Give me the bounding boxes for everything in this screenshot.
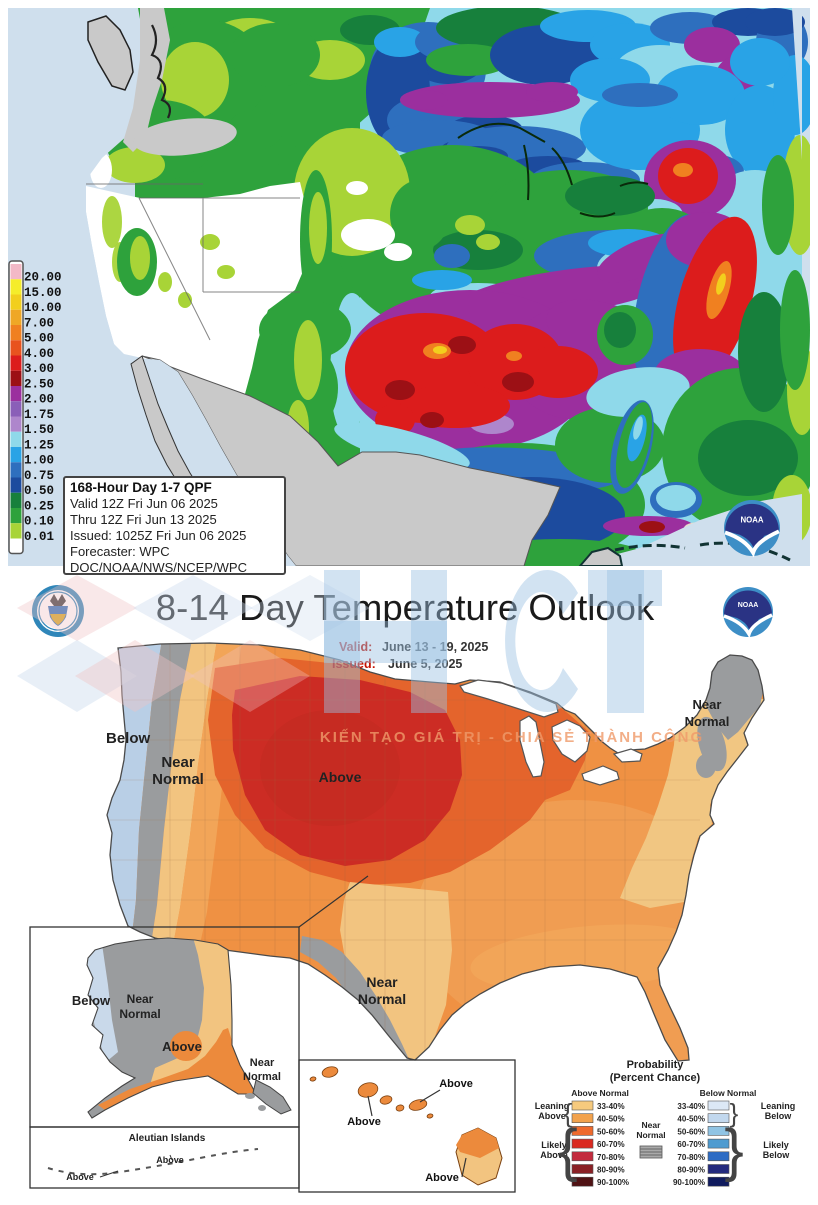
svg-text:5.00: 5.00 bbox=[24, 332, 54, 346]
svg-text:0.50: 0.50 bbox=[24, 484, 54, 498]
svg-text:Near: Near bbox=[366, 974, 398, 990]
svg-text:50-60%: 50-60% bbox=[677, 1127, 705, 1136]
svg-text:1.75: 1.75 bbox=[24, 408, 54, 422]
svg-text:90-100%: 90-100% bbox=[673, 1178, 705, 1187]
svg-text:1.50: 1.50 bbox=[24, 423, 54, 437]
svg-text:Normal: Normal bbox=[358, 991, 406, 1007]
svg-text:(Percent Chance): (Percent Chance) bbox=[610, 1072, 701, 1084]
svg-text:Issued: 1025Z Fri Jun 06 2025: Issued: 1025Z Fri Jun 06 2025 bbox=[70, 528, 246, 543]
svg-text:Near: Near bbox=[693, 697, 722, 712]
svg-text:90-100%: 90-100% bbox=[597, 1178, 629, 1187]
svg-text:40-50%: 40-50% bbox=[677, 1115, 705, 1124]
svg-text:Below Normal: Below Normal bbox=[700, 1088, 757, 1098]
svg-text:Near: Near bbox=[250, 1057, 275, 1069]
svg-text:Below: Below bbox=[763, 1150, 791, 1160]
svg-text:{: { bbox=[558, 1118, 577, 1183]
svg-text:3.00: 3.00 bbox=[24, 362, 54, 376]
svg-text:Above: Above bbox=[425, 1172, 459, 1184]
svg-text:60-70%: 60-70% bbox=[677, 1140, 705, 1149]
svg-text:Above: Above bbox=[66, 1172, 94, 1182]
svg-text:Leaning: Leaning bbox=[535, 1101, 570, 1111]
svg-text:7.00: 7.00 bbox=[24, 316, 54, 330]
svg-text:Above: Above bbox=[540, 1150, 568, 1160]
svg-text:Leaning: Leaning bbox=[761, 1101, 796, 1111]
svg-text:Probability: Probability bbox=[627, 1059, 685, 1071]
svg-text:Above: Above bbox=[347, 1116, 381, 1128]
svg-text:8-14 Day Temperature Outlook: 8-14 Day Temperature Outlook bbox=[156, 587, 655, 628]
svg-text:June 5, 2025: June 5, 2025 bbox=[388, 657, 462, 671]
svg-text:Below: Below bbox=[106, 730, 151, 747]
svg-text:Normal: Normal bbox=[152, 771, 204, 788]
svg-text:Forecaster: WPC: Forecaster: WPC bbox=[70, 544, 170, 559]
svg-text:40-50%: 40-50% bbox=[597, 1115, 625, 1124]
svg-text:168-Hour Day 1-7 QPF: 168-Hour Day 1-7 QPF bbox=[70, 480, 212, 495]
svg-text:Normal: Normal bbox=[119, 1007, 160, 1021]
svg-text:Issued:: Issued: bbox=[332, 657, 376, 671]
svg-text:70-80%: 70-80% bbox=[677, 1153, 705, 1162]
svg-text:20.00: 20.00 bbox=[24, 271, 62, 285]
svg-text:Normal: Normal bbox=[685, 714, 730, 729]
svg-text:Likely: Likely bbox=[541, 1140, 567, 1150]
svg-text:Above: Above bbox=[538, 1111, 566, 1121]
svg-text:Below: Below bbox=[72, 993, 111, 1008]
svg-text:33-40%: 33-40% bbox=[677, 1102, 705, 1111]
svg-text:Below: Below bbox=[765, 1111, 793, 1121]
svg-text:KIẾN TẠO GIÁ TRỊ - CHIA SẺ THÀ: KIẾN TẠO GIÁ TRỊ - CHIA SẺ THÀNH CÔNG bbox=[320, 728, 704, 746]
svg-text:Normal: Normal bbox=[243, 1071, 281, 1083]
svg-text:Valid 12Z Fri Jun 06 2025: Valid 12Z Fri Jun 06 2025 bbox=[70, 496, 218, 511]
svg-text:50-60%: 50-60% bbox=[597, 1127, 625, 1136]
svg-text:80-90%: 80-90% bbox=[677, 1166, 705, 1175]
svg-text:10.00: 10.00 bbox=[24, 301, 62, 315]
svg-text:1.00: 1.00 bbox=[24, 454, 54, 468]
svg-text:2.50: 2.50 bbox=[24, 377, 54, 391]
svg-text:15.00: 15.00 bbox=[24, 286, 62, 300]
svg-text:2.00: 2.00 bbox=[24, 393, 54, 407]
svg-text:Above Normal: Above Normal bbox=[571, 1088, 629, 1098]
svg-text:{: { bbox=[564, 1098, 573, 1128]
svg-text:4.00: 4.00 bbox=[24, 347, 54, 361]
svg-text:Normal: Normal bbox=[636, 1130, 665, 1140]
svg-text:}: } bbox=[724, 1118, 743, 1183]
svg-text:0.75: 0.75 bbox=[24, 469, 54, 483]
svg-text:70-80%: 70-80% bbox=[597, 1153, 625, 1162]
svg-text:0.25: 0.25 bbox=[24, 499, 54, 513]
svg-text:Likely: Likely bbox=[763, 1140, 789, 1150]
svg-text:Near: Near bbox=[127, 992, 154, 1006]
svg-text:Above: Above bbox=[319, 769, 362, 785]
svg-text:Valid:: Valid: bbox=[339, 640, 372, 654]
svg-text:80-90%: 80-90% bbox=[597, 1166, 625, 1175]
svg-text:}: } bbox=[730, 1098, 739, 1128]
svg-text:Above: Above bbox=[162, 1039, 202, 1054]
svg-text:1.25: 1.25 bbox=[24, 438, 54, 452]
svg-text:NOAA: NOAA bbox=[738, 602, 759, 609]
svg-text:Aleutian Islands: Aleutian Islands bbox=[129, 1133, 206, 1144]
svg-text:June 13 - 19, 2025: June 13 - 19, 2025 bbox=[382, 640, 488, 654]
svg-text:0.01: 0.01 bbox=[24, 530, 54, 544]
svg-text:Near: Near bbox=[642, 1120, 662, 1130]
svg-text:NOAA: NOAA bbox=[740, 515, 763, 524]
svg-text:Thru 12Z Fri Jun 13 2025: Thru 12Z Fri Jun 13 2025 bbox=[70, 512, 217, 527]
svg-text:33-40%: 33-40% bbox=[597, 1102, 625, 1111]
svg-text:Above: Above bbox=[156, 1155, 184, 1165]
svg-text:Above: Above bbox=[439, 1078, 473, 1090]
svg-text:DOC/NOAA/NWS/NCEP/WPC: DOC/NOAA/NWS/NCEP/WPC bbox=[70, 560, 247, 575]
svg-text:Near: Near bbox=[161, 754, 195, 771]
svg-text:0.10: 0.10 bbox=[24, 515, 54, 529]
svg-text:60-70%: 60-70% bbox=[597, 1140, 625, 1149]
